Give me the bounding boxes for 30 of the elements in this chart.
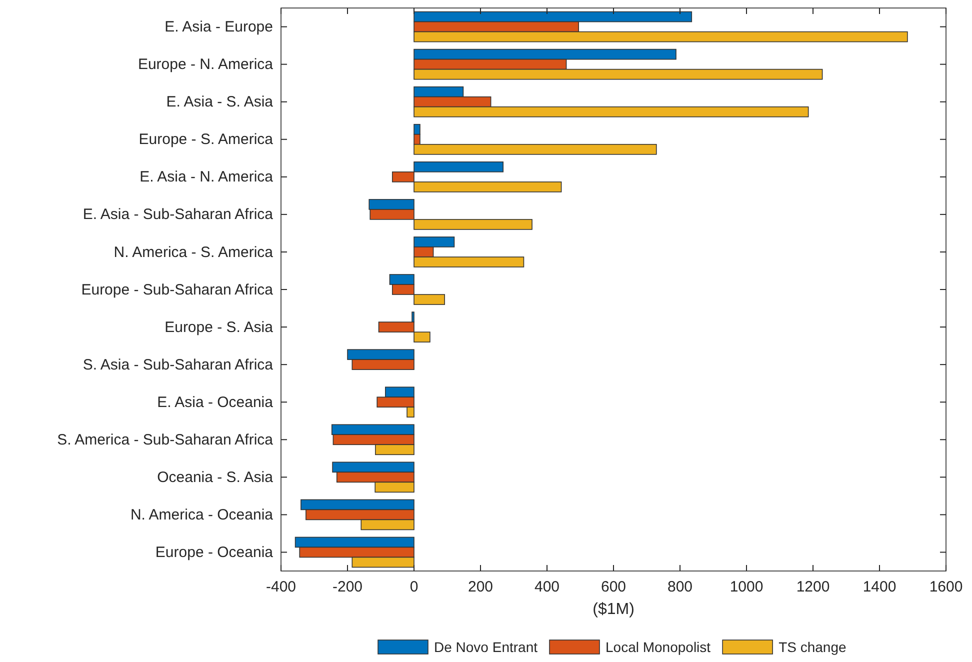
x-tick-label: -400	[266, 578, 296, 596]
x-tick-label: 1600	[929, 578, 963, 596]
y-tick-label: E. Asia - Oceania	[157, 394, 274, 411]
y-tick-label: Oceania - S. Asia	[157, 468, 274, 486]
y-tick-label: N. America - S. America	[114, 244, 274, 261]
y-tick-label: E. Asia - Europe	[164, 18, 273, 36]
legend-label: De Novo Entrant	[434, 639, 538, 655]
legend-label: Local Monopolist	[606, 639, 711, 655]
y-tick-label: N. America - Oceania	[130, 506, 274, 524]
x-tick-label: 800	[667, 578, 693, 596]
y-tick-label: Europe - S. Asia	[164, 318, 274, 336]
y-tick-label: S. America - Sub-Saharan Africa	[57, 431, 274, 448]
y-tick-label: S. Asia - Sub-Saharan Africa	[82, 356, 274, 374]
x-axis-title: ($1M)	[592, 601, 634, 618]
x-tick-label: 200	[468, 578, 494, 596]
y-tick-label: Europe - S. America	[138, 131, 274, 148]
x-tick-label: 1200	[796, 578, 830, 596]
y-tick-label: Europe - Sub-Saharan Africa	[81, 281, 274, 298]
x-tick-label: 1400	[862, 578, 896, 596]
x-tick-label: 400	[534, 578, 560, 596]
legend-label: TS change	[778, 639, 846, 655]
x-tick-label: 600	[600, 578, 626, 596]
x-tick-label: -200	[332, 578, 363, 596]
y-tick-label: E. Asia - Sub-Saharan Africa	[82, 206, 274, 224]
y-tick-label: Europe - Oceania	[155, 544, 274, 562]
x-tick-label: 1000	[730, 578, 764, 596]
x-tick-label: 0	[410, 578, 418, 596]
y-tick-label: Europe - N. America	[138, 56, 274, 74]
y-tick-label: E. Asia - N. America	[140, 168, 274, 186]
y-tick-label: E. Asia - S. Asia	[166, 94, 274, 111]
